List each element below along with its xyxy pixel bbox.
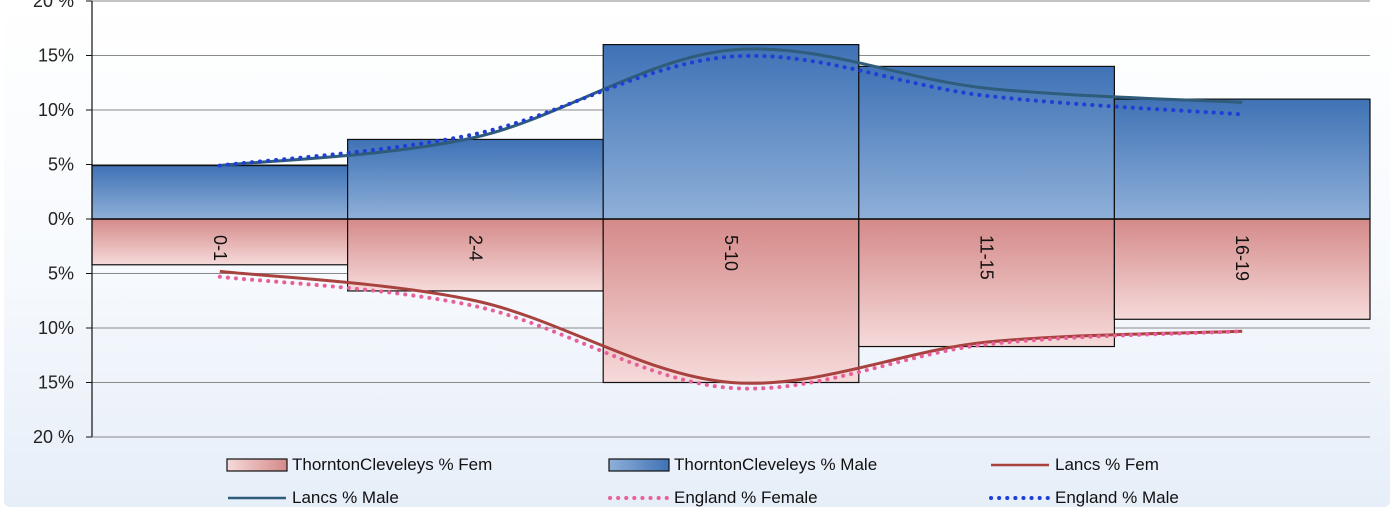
y-tick-label: 20 % (33, 427, 74, 447)
legend-item: Lancs % Male (226, 488, 399, 507)
legend-item: England % Male (989, 488, 1179, 507)
legend-label: England % Female (674, 488, 818, 507)
category-label: 2-4 (465, 235, 485, 261)
male-bar (1113, 98, 1371, 220)
series-line (217, 274, 1245, 391)
category-label: 11-15 (977, 235, 997, 280)
chart-frame: 0-1 2-4 5-10 11-15 16-19 20 % 15% 10% 5% 0% 5% 10%… (4, 0, 1390, 507)
legend-label: ThorntonCleveleys % Male (674, 455, 878, 474)
y-tick-label: 5% (48, 155, 74, 175)
series-line (217, 53, 1245, 168)
category-label: 16-19 (1232, 235, 1252, 281)
y-tick-label: 10% (38, 318, 74, 338)
legend-swatch (608, 458, 670, 472)
legend-item: England % Female (608, 488, 818, 507)
y-tick-label: 0% (48, 209, 74, 229)
y-tick-label: 15% (38, 373, 74, 393)
legend-label: England % Male (1055, 488, 1179, 507)
y-tick-label: 20 % (33, 0, 74, 11)
female-bar (1113, 218, 1371, 320)
legend-swatch (226, 458, 288, 472)
male-bar (602, 43, 860, 220)
legend-swatch (991, 463, 1049, 467)
legend-swatch (608, 496, 670, 500)
male-bar (858, 65, 1115, 220)
legend-item: Lancs % Fem (989, 455, 1159, 475)
female-bar (347, 218, 604, 292)
legend-label: Lancs % Fem (1055, 455, 1159, 474)
legend-item: ThorntonCleveleys % Fem (226, 455, 492, 475)
y-tick-label: 10% (38, 100, 74, 120)
legend-item: ThorntonCleveleys % Male (608, 455, 877, 475)
male-bar (91, 164, 349, 220)
category-label: 5-10 (721, 235, 741, 271)
category-label: 0-1 (210, 235, 230, 261)
legend-label: Lancs % Male (292, 488, 399, 507)
y-tick-label: 5% (48, 264, 74, 284)
legend-label: ThorntonCleveleys % Fem (292, 455, 493, 474)
pyramid-chart: 0-1 2-4 5-10 11-15 16-19 20 % 15% 10% 5% 0% 5% 10%… (33, 0, 1371, 447)
y-tick-label: 15% (38, 46, 74, 66)
series-line (219, 47, 1243, 168)
legend-swatch (989, 496, 1051, 500)
female-bar (602, 218, 860, 384)
male-bar (347, 138, 604, 220)
legend-swatch (228, 496, 286, 500)
